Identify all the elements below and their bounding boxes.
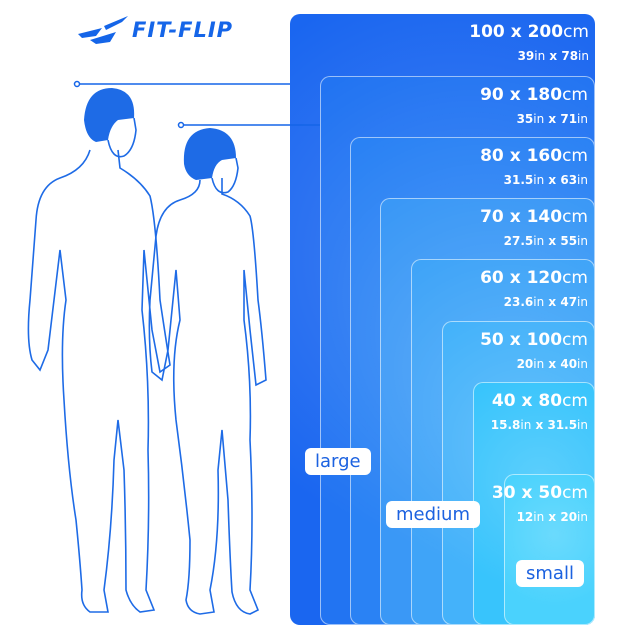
- pointer-lines: [73, 80, 320, 129]
- size-in: 15.8in x 31.5in: [490, 418, 588, 432]
- size-cm: 100 x 200cm: [469, 22, 589, 42]
- size-cm: 80 x 160cm: [480, 146, 588, 166]
- brand-logo: FIT-FLIP: [76, 14, 233, 46]
- man-hair: [84, 88, 135, 142]
- size-cm: 70 x 140cm: [480, 207, 588, 227]
- logo-wings-icon: [78, 16, 128, 44]
- size-box: 30 x 50cm 12in x 20in: [492, 474, 595, 625]
- brand-name: FIT-FLIP: [132, 18, 234, 42]
- label-medium: medium: [386, 501, 480, 528]
- size-cm: 90 x 180cm: [480, 85, 588, 105]
- size-in: 35in x 71in: [516, 112, 588, 126]
- size-cm: 60 x 120cm: [480, 268, 588, 288]
- label-small: small: [516, 560, 584, 587]
- size-in: 31.5in x 63in: [503, 173, 588, 187]
- size-in: 23.6in x 47in: [503, 295, 588, 309]
- size-in: 20in x 40in: [516, 357, 588, 371]
- size-cm: 40 x 80cm: [491, 391, 588, 411]
- size-in: 27.5in x 55in: [503, 234, 588, 248]
- man-figure: [27, 149, 171, 613]
- size-cm: 50 x 100cm: [480, 330, 588, 350]
- label-large: large: [305, 448, 371, 475]
- size-in: 12in x 20in: [516, 510, 588, 524]
- size-in: 39in x 78in: [517, 49, 589, 63]
- woman-hair: [183, 128, 236, 180]
- woman-figure: [148, 178, 267, 615]
- size-cm: 30 x 50cm: [491, 483, 588, 503]
